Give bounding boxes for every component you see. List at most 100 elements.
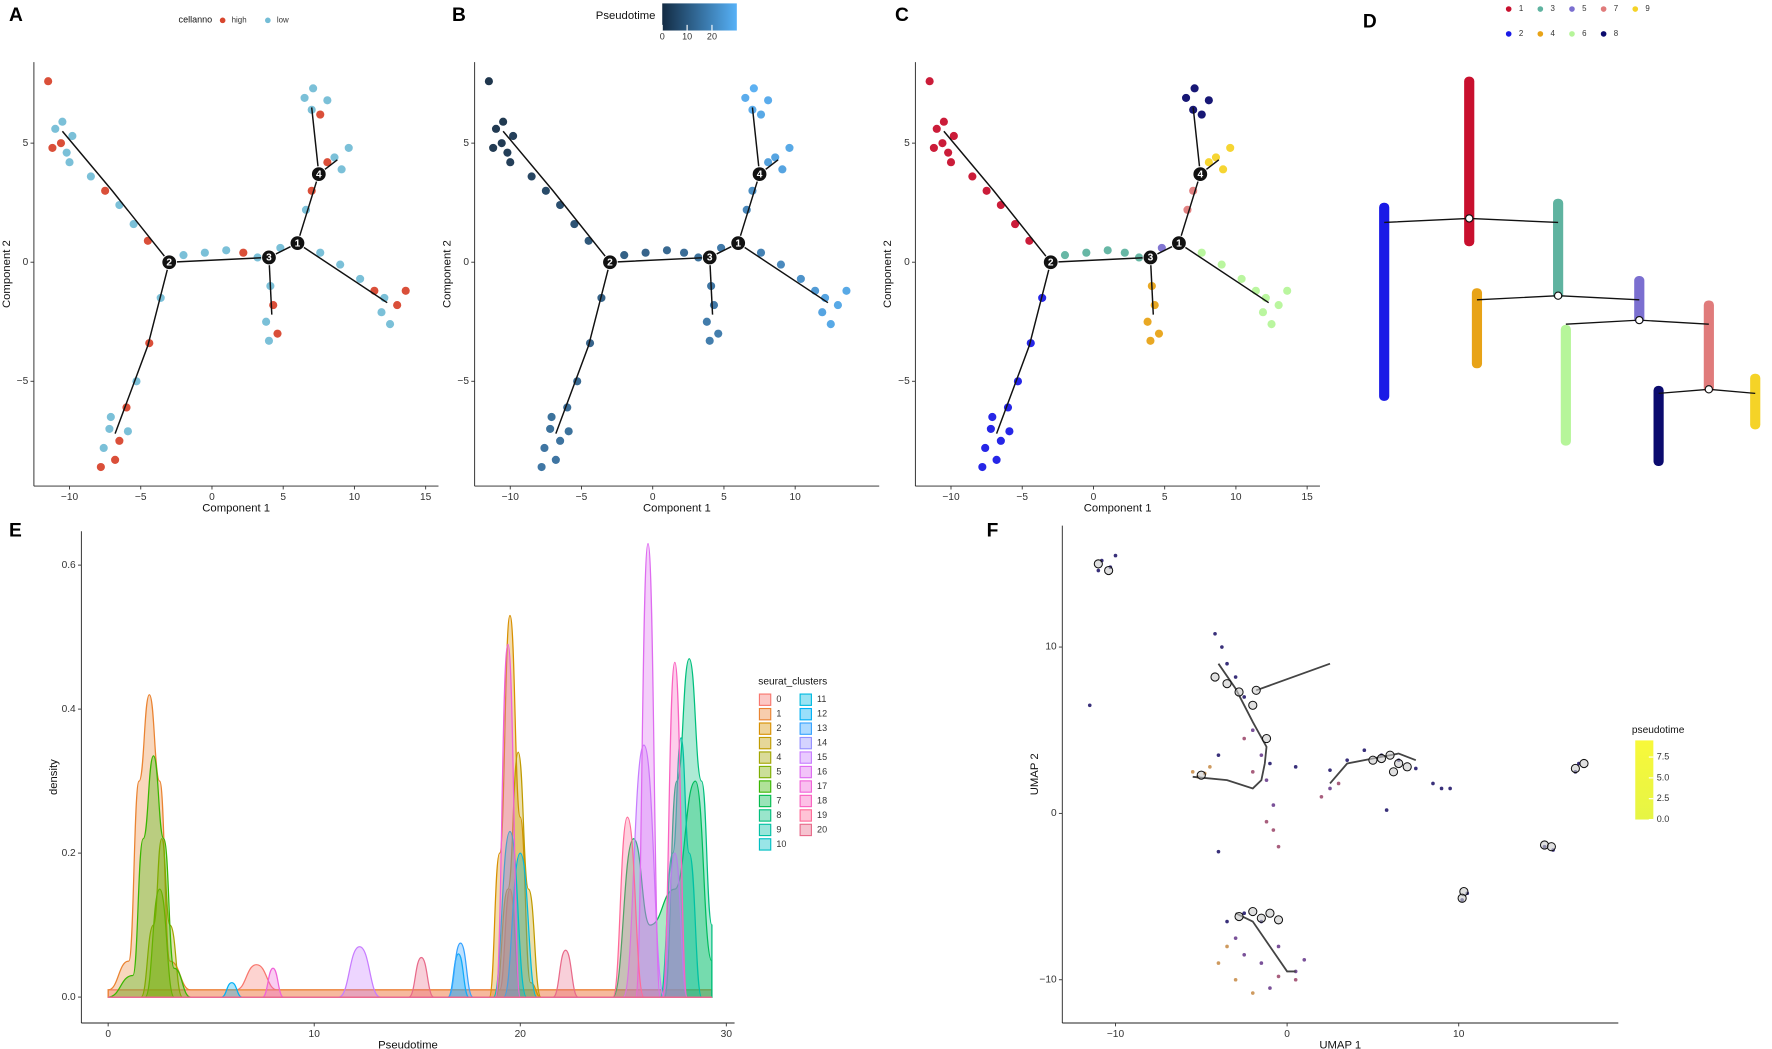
data-point <box>1328 786 1332 791</box>
legend-swatch <box>758 736 772 750</box>
data-point <box>981 443 990 453</box>
data-point <box>939 117 948 126</box>
legend-swatch <box>758 693 772 706</box>
legend-label: 15 <box>817 752 827 762</box>
legend-swatch <box>758 780 772 793</box>
trajectory-node <box>1251 685 1261 695</box>
trajectory-line <box>995 262 1052 434</box>
data-point <box>1448 786 1452 791</box>
colorbar-title: pseudotime <box>1632 725 1685 736</box>
legend-swatch <box>758 838 772 851</box>
state-column <box>1379 202 1390 401</box>
legend-label: 17 <box>817 781 827 791</box>
legend-swatch <box>758 707 772 721</box>
branch-point <box>1171 235 1187 251</box>
branch-point-label: 3 <box>1148 253 1154 264</box>
data-point <box>1276 974 1281 979</box>
data-point <box>1431 781 1435 786</box>
legend-label: 3 <box>1551 4 1556 13</box>
trajectory-node <box>1376 753 1387 764</box>
data-point <box>1211 153 1221 162</box>
y-tick-label: 0.0 <box>62 992 76 1003</box>
legend-label: 9 <box>776 824 781 834</box>
trajectory-line <box>268 257 273 315</box>
state-column <box>1750 373 1761 430</box>
trajectory-node <box>1388 767 1399 777</box>
legend-label: 14 <box>817 738 827 748</box>
data-point <box>1264 778 1269 782</box>
branch-point <box>1142 249 1159 266</box>
data-point <box>1233 936 1238 940</box>
branch-point <box>261 249 277 266</box>
legend-label: 1 <box>1519 4 1524 13</box>
branch-point <box>161 254 178 271</box>
data-point <box>541 186 550 195</box>
data-point <box>96 462 105 472</box>
data-point <box>1225 944 1229 949</box>
data-point <box>1267 320 1276 329</box>
legend-swatch <box>758 722 772 735</box>
data-point <box>484 77 493 86</box>
trajectory-line <box>114 262 170 434</box>
trajectory-line <box>1235 912 1296 973</box>
data-point <box>1197 248 1206 257</box>
branch-point-label: 1 <box>735 238 741 249</box>
y-tick-label: 0 <box>463 257 469 268</box>
data-point <box>264 336 274 345</box>
legend-swatch <box>799 751 812 764</box>
data-point <box>1250 728 1255 733</box>
data-point <box>269 301 278 310</box>
colorbar-tick-label: 20 <box>707 32 717 42</box>
data-point <box>1204 158 1213 167</box>
data-point <box>1237 274 1246 283</box>
x-tick-label: 10 <box>1230 492 1242 503</box>
data-point <box>1005 427 1014 436</box>
data-point <box>547 412 556 422</box>
y-tick-label: 0.2 <box>62 848 76 859</box>
data-point <box>1146 336 1155 345</box>
trajectory-node <box>1457 893 1467 903</box>
legend-label: 4 <box>1551 29 1556 38</box>
legend-label: 13 <box>817 723 827 733</box>
legend-swatch <box>799 823 812 837</box>
data-point <box>826 320 835 329</box>
data-point <box>179 250 188 260</box>
data-point <box>44 77 53 86</box>
data-point <box>1414 766 1418 771</box>
data-point <box>497 139 506 148</box>
y-tick-label: 0 <box>1051 808 1057 819</box>
legend-swatch <box>219 17 226 24</box>
branch-point-label: 4 <box>316 169 322 180</box>
legend-swatch <box>799 809 812 822</box>
legend-label: 8 <box>1614 29 1619 38</box>
x-tick-label: 0 <box>105 1029 111 1040</box>
trajectory-node <box>1248 906 1258 917</box>
trajectory-node <box>1093 559 1103 569</box>
colorbar-tick-label: 5.0 <box>1657 772 1670 782</box>
y-tick-label: 0 <box>23 257 29 268</box>
data-point <box>932 124 941 133</box>
data-point <box>1336 781 1341 786</box>
data-point <box>356 274 365 283</box>
legend-swatch <box>799 736 812 750</box>
y-tick-label: 10 <box>1045 642 1057 653</box>
legend-label: 4 <box>776 752 781 762</box>
y-axis-title: density <box>48 759 60 795</box>
data-point <box>323 96 332 105</box>
data-point <box>662 246 672 255</box>
data-point <box>1219 165 1228 174</box>
trajectory-line <box>297 242 388 304</box>
legend-label: 8 <box>776 810 781 820</box>
x-tick-label: 0 <box>650 492 656 503</box>
data-point <box>1268 986 1272 990</box>
data-point <box>62 148 71 157</box>
data-point <box>714 329 723 338</box>
x-tick-label: −5 <box>1016 492 1028 503</box>
colorbar-tick-label: 0 <box>660 32 665 42</box>
panel-label: A <box>9 5 23 26</box>
data-point <box>316 110 325 119</box>
data-point <box>1220 645 1224 649</box>
x-tick-label: 5 <box>280 492 286 503</box>
data-point <box>1217 260 1226 269</box>
data-point <box>1302 957 1307 962</box>
